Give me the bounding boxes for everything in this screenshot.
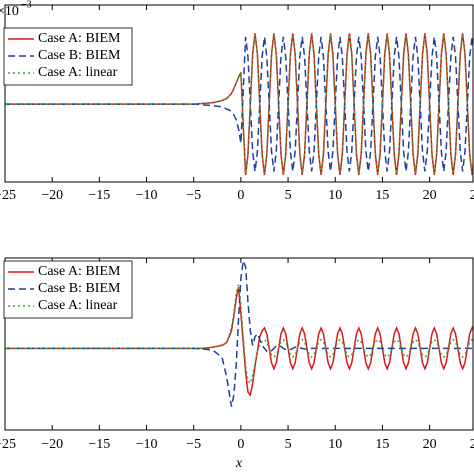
series-line	[5, 34, 473, 174]
series-line	[5, 36, 473, 172]
x-tick-label: −15	[88, 188, 110, 203]
series-line	[5, 258, 473, 407]
plot-lines	[5, 33, 473, 176]
x-tick-label: 5	[285, 188, 292, 203]
x-tick-label: −10	[136, 437, 158, 452]
x-tick-label: 15	[375, 188, 389, 203]
legend-label: Case A: linear	[38, 298, 118, 313]
x-tick-label: 15	[375, 437, 389, 452]
x-tick-label: 10	[328, 437, 342, 452]
series-line	[5, 287, 473, 397]
plot-lines	[5, 258, 473, 407]
x-tick-label: −15	[88, 437, 110, 452]
axes-frame	[4, 4, 474, 183]
x-axis-label: x	[235, 456, 243, 471]
legend-label: Case B: BIEM	[38, 281, 121, 296]
y-scale-base: ×10	[0, 4, 19, 19]
x-tick-label: −5	[186, 188, 201, 203]
x-tick-label: 20	[423, 188, 437, 203]
x-tick-label: −20	[41, 437, 63, 452]
legend-label: Case A: BIEM	[38, 264, 121, 279]
x-tick-label: 5	[285, 437, 292, 452]
x-tick-label: 0	[237, 188, 244, 203]
legend-label: Case A: linear	[38, 65, 118, 80]
legend-label: Case B: BIEM	[38, 48, 121, 63]
x-tick-label: −25	[0, 188, 16, 203]
x-tick-label: −10	[136, 188, 158, 203]
x-tick-label: 20	[423, 437, 437, 452]
x-tick-label: 25	[470, 437, 474, 452]
x-tick-label: −25	[0, 437, 16, 452]
x-tick-label: −5	[186, 437, 201, 452]
x-tick-label: −20	[41, 188, 63, 203]
x-tick-label: 25	[470, 188, 474, 203]
legend-label: Case A: BIEM	[38, 31, 121, 46]
x-tick-label: 10	[328, 188, 342, 203]
axes-frame	[4, 257, 474, 431]
x-tick-label: 0	[237, 437, 244, 452]
y-scale-exponent: −3	[21, 0, 32, 10]
series-line	[5, 284, 473, 385]
